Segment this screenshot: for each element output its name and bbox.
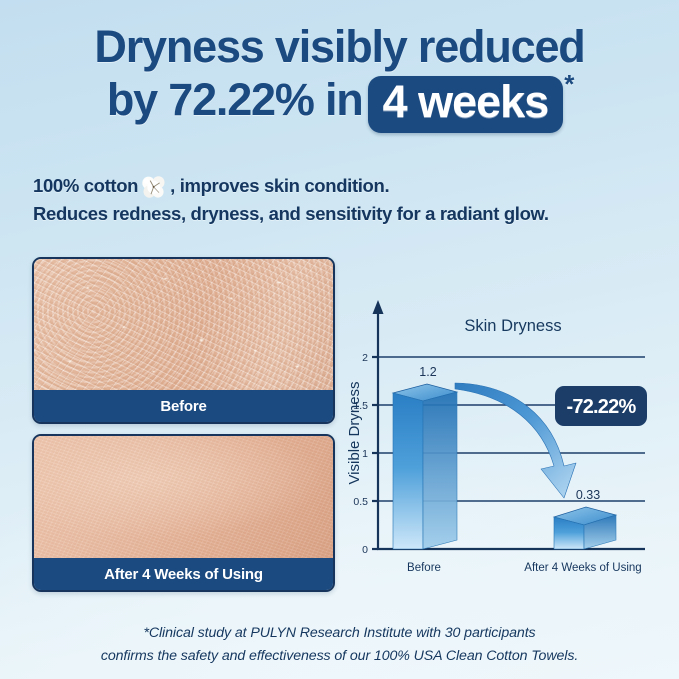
smooth-skin-texture (34, 436, 333, 558)
subheading-line-2: Reduces redness, dryness, and sensitivit… (33, 203, 549, 225)
reduction-badge: -72.22% (555, 386, 647, 426)
footnote-block: *Clinical study at PULYN Research Instit… (0, 622, 679, 668)
chart-y-axis-title: Visible Dryness (346, 381, 363, 484)
subheading-block: 100% cotton (33, 172, 549, 228)
footnote-line-2: confirms the safety and effectiveness of… (100, 648, 579, 664)
weeks-highlight-badge: 4 weeks (367, 76, 564, 133)
chart-y-ticks (372, 355, 378, 551)
curved-down-arrow-icon (454, 382, 577, 499)
subheading-line-1: 100% cotton (33, 172, 549, 200)
chart-title: Skin Dryness (464, 317, 561, 335)
x-category-label-after: After 4 Weeks of Using (524, 562, 641, 574)
y-tick-label-0-5: 0.5 (353, 496, 368, 508)
photo-caption-before: Before (34, 390, 333, 422)
cotton-boll-icon (139, 174, 169, 200)
y-tick-label-1: 1 (362, 448, 368, 460)
headline-line-1: Dryness visibly reduced (94, 21, 585, 72)
x-category-label-before: Before (407, 562, 441, 574)
dry-skin-texture (34, 259, 333, 390)
photo-card-before: Before (32, 257, 335, 424)
subheading-line-1-after-icon: , improves skin condition. (170, 175, 390, 196)
headline-asterisk: * (564, 69, 574, 100)
y-axis-arrowhead (372, 300, 384, 314)
skin-photo-before (34, 259, 333, 390)
bar-value-label-before: 1.2 (419, 365, 436, 379)
photo-caption-after: After 4 Weeks of Using (34, 558, 333, 590)
photo-card-after: After 4 Weeks of Using (32, 434, 335, 592)
bar-after (552, 506, 618, 550)
skin-dryness-bar-chart: 0 0.5 1 1.5 2 Visible Dryness Skin Dryne… (345, 288, 665, 588)
y-tick-label-1-5: 1.5 (353, 400, 368, 412)
bar-before (391, 383, 459, 550)
headline-line-2: by 72.22% in 4 weeks * (0, 70, 679, 133)
page-headline: Dryness visibly reduced by 72.22% in 4 we… (0, 21, 679, 133)
subheading-line-1-before-icon: 100% cotton (33, 175, 139, 196)
skin-photo-after (34, 436, 333, 558)
bar-value-label-after: 0.33 (576, 488, 600, 502)
y-tick-label-2: 2 (362, 352, 368, 364)
reduction-badge-label: -72.22% (567, 396, 637, 418)
footnote-line-1: *Clinical study at PULYN Research Instit… (143, 625, 536, 641)
y-tick-label-0: 0 (362, 544, 368, 556)
headline-line-2-prefix: by 72.22% in (106, 74, 364, 126)
